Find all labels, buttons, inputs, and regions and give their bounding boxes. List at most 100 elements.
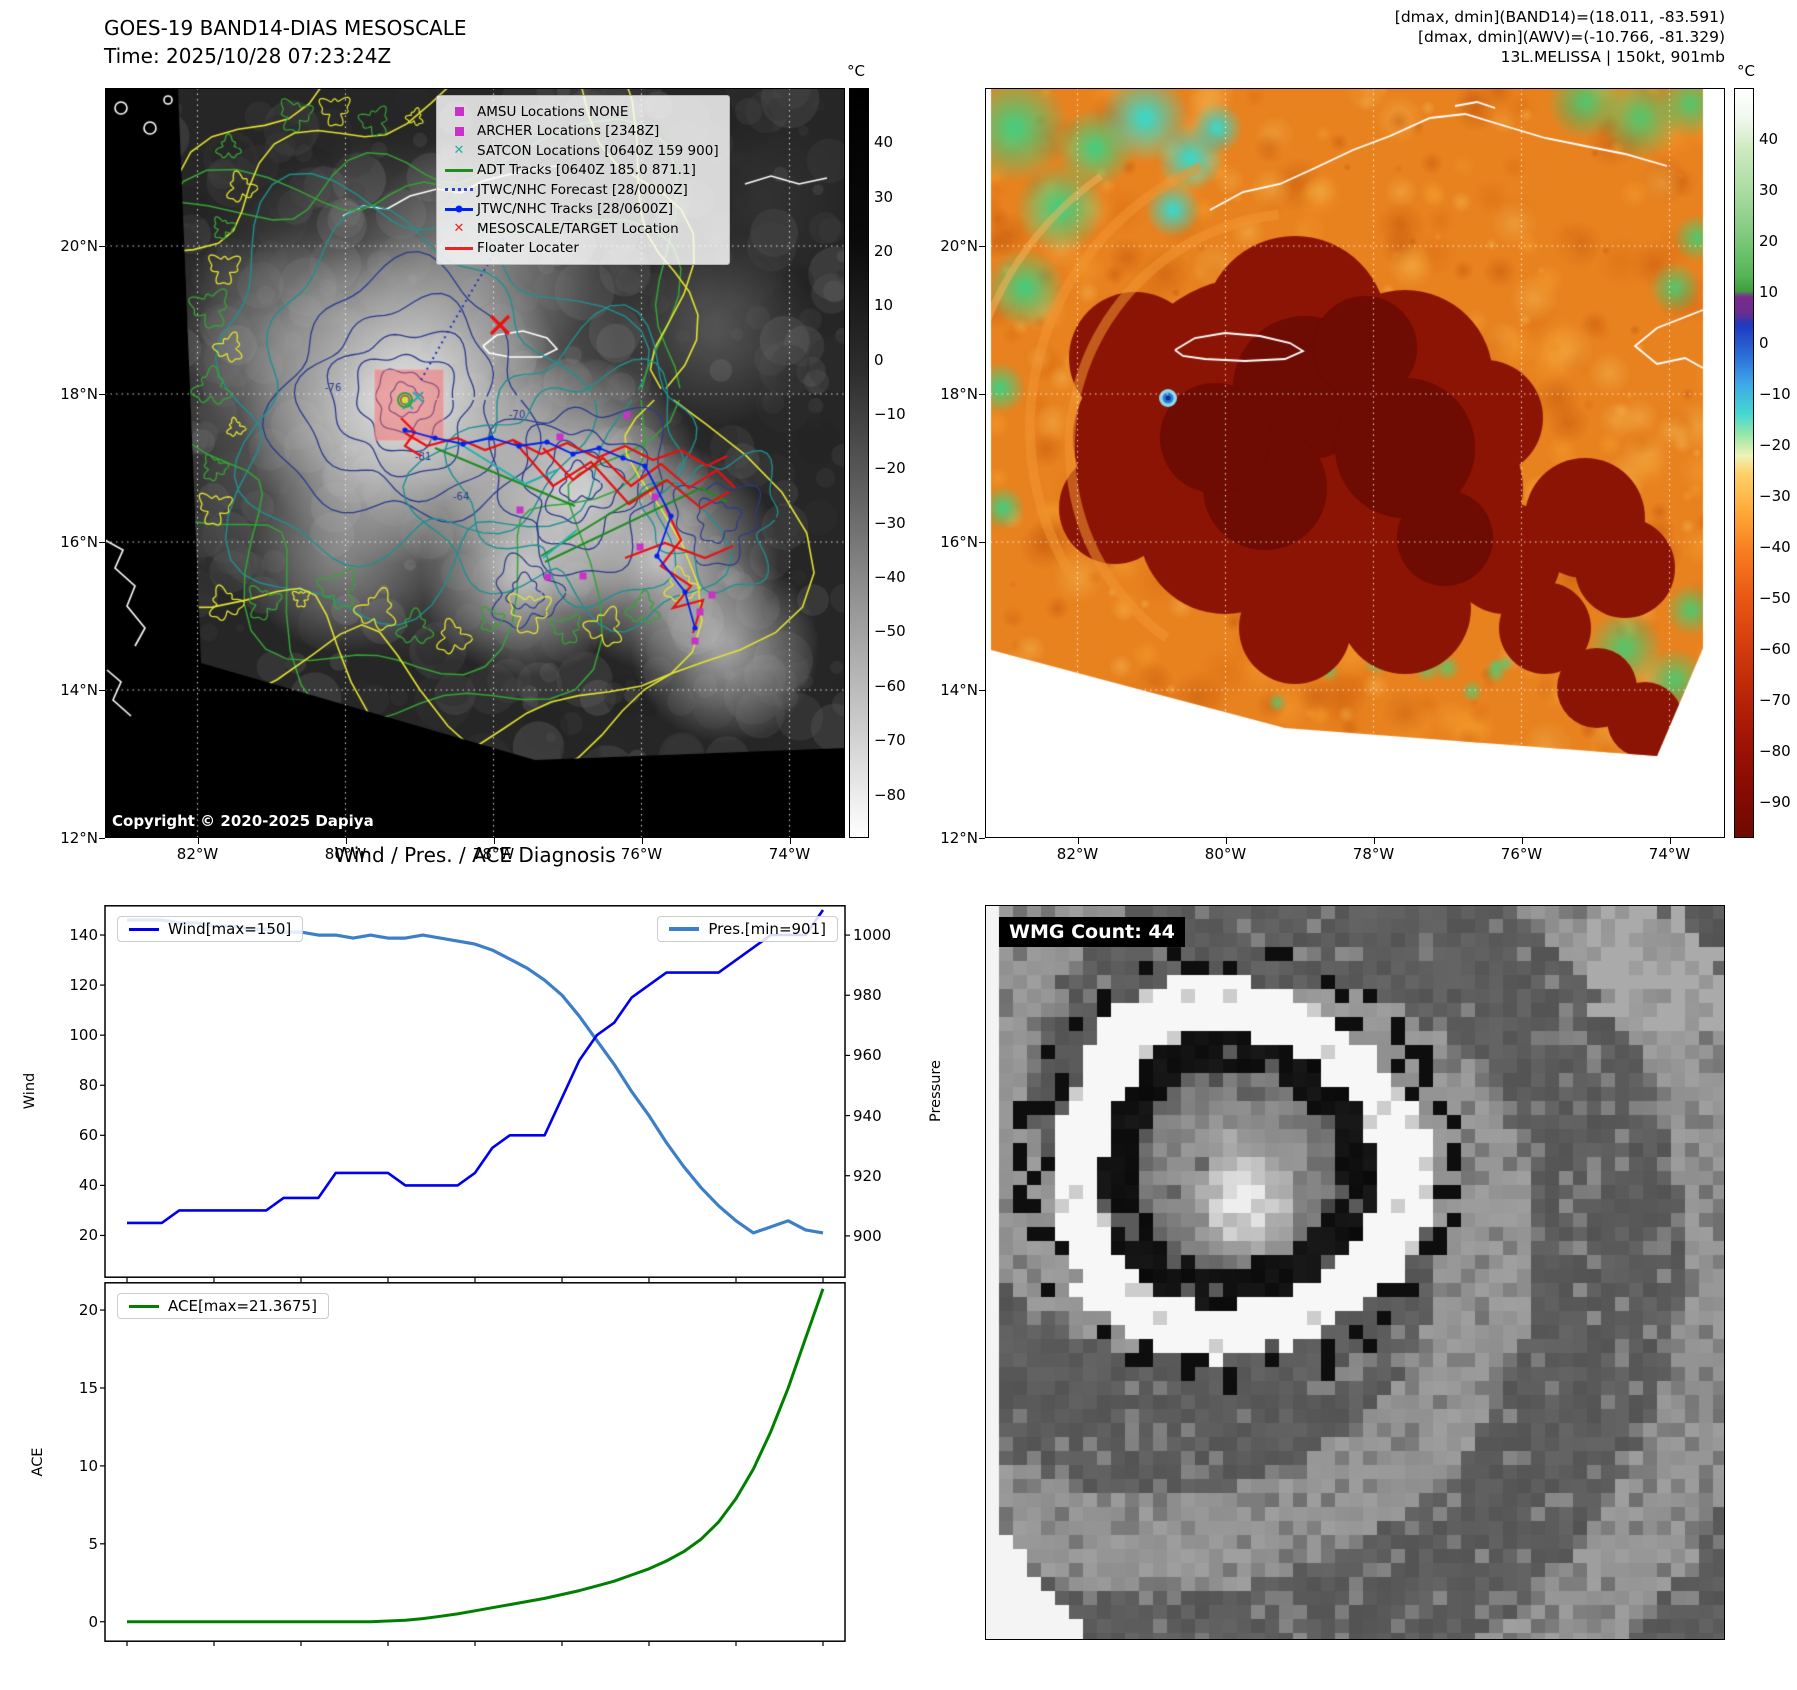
- band14-cbar-tick-9: −50: [874, 622, 906, 641]
- ace-tick-0: 0: [88, 1612, 98, 1631]
- awv-colorbar: [1734, 88, 1754, 838]
- band14-ytick-4: 12°N: [60, 829, 98, 847]
- awv-xtick-0: 82°W: [1056, 845, 1099, 863]
- ace-legend: ACE[max=21.3675]: [117, 1293, 329, 1319]
- axis-tick-mark: [493, 838, 495, 844]
- x-marker-icon: ✕: [453, 221, 465, 237]
- awv-cbar-tick-3: 10: [1759, 283, 1779, 302]
- band14-xtick-0: 82°W: [176, 845, 219, 863]
- axis-tick-mark: [979, 690, 985, 691]
- pressure-tick-960: 960: [853, 1046, 882, 1065]
- line-dot-marker-icon: [441, 205, 477, 213]
- axis-tick-mark: [345, 838, 347, 844]
- axis-tick-mark: [789, 838, 791, 844]
- awv-map-image: [985, 88, 1725, 838]
- awv-cbar-tick-8: −40: [1759, 538, 1791, 557]
- line-marker-icon: [441, 168, 477, 172]
- band14-time: Time: 2025/10/28 07:23:24Z: [104, 44, 392, 68]
- wind-tick-120: 120: [69, 976, 98, 995]
- band14-colorbar-unit: °C: [847, 62, 865, 80]
- band14-legend-label-7: Floater Locater: [477, 240, 579, 257]
- axis-tick-mark: [1669, 838, 1671, 844]
- wind-legend-line-sample: [129, 927, 159, 931]
- pressure-legend: Pres.[min=901]: [657, 916, 838, 942]
- band14-cbar-tick-5: −10: [874, 405, 906, 424]
- band14-legend-item-2: ✕ SATCON Locations [0640Z 159 900]: [441, 141, 719, 161]
- axis-tick-mark: [99, 690, 105, 691]
- awv-cbar-tick-2: 20: [1759, 232, 1779, 251]
- band14-legend-item-0: AMSU Locations NONE: [441, 102, 719, 122]
- band14-cbar-tick-1: 30: [874, 187, 894, 206]
- band14-cbar-tick-0: 40: [874, 133, 894, 152]
- axis-tick-mark: [1225, 838, 1227, 844]
- pressure-legend-label: Pres.[min=901]: [708, 920, 826, 938]
- band14-legend-item-5: JTWC/NHC Tracks [28/0600Z]: [441, 200, 719, 220]
- axis-tick-mark: [1521, 838, 1523, 844]
- ace-legend-label: ACE[max=21.3675]: [168, 1297, 317, 1315]
- pressure-axis-label: Pressure: [928, 1060, 944, 1122]
- line-marker-icon: [441, 246, 477, 250]
- band14-legend-item-7: Floater Locater: [441, 239, 719, 259]
- awv-title-line3: 13L.MELISSA | 150kt, 901mb: [1500, 48, 1725, 66]
- axis-tick-mark: [1077, 838, 1079, 844]
- band14-title: GOES-19 BAND14-DIAS MESOSCALE: [104, 16, 467, 40]
- ace-tick-15: 15: [78, 1378, 98, 1397]
- band14-cbar-tick-3: 10: [874, 296, 894, 315]
- ace-tick-10: 10: [78, 1456, 98, 1475]
- band14-ytick-0: 20°N: [60, 237, 98, 255]
- band14-legend: AMSU Locations NONE ARCHER Locations [234…: [436, 95, 730, 265]
- band14-cbar-tick-2: 20: [874, 242, 894, 261]
- wind-pressure-chart: [100, 905, 850, 1282]
- pressure-tick-1000: 1000: [853, 926, 892, 945]
- wmg-image: [985, 905, 1725, 1640]
- wmg-count-label: WMG Count: 44: [999, 917, 1185, 947]
- awv-title-line2: [dmax, dmin](AWV)=(-10.766, -81.329): [1418, 28, 1725, 46]
- awv-ytick-0: 20°N: [940, 237, 978, 255]
- band14-legend-item-1: ARCHER Locations [2348Z]: [441, 122, 719, 142]
- band14-cbar-tick-6: −20: [874, 459, 906, 478]
- band14-legend-item-3: ADT Tracks [0640Z 185.0 871.1]: [441, 161, 719, 181]
- awv-ytick-3: 14°N: [940, 681, 978, 699]
- axis-tick-mark: [641, 838, 643, 844]
- band14-xtick-1: 80°W: [324, 845, 367, 863]
- awv-cbar-tick-0: 40: [1759, 130, 1779, 149]
- axis-tick-mark: [979, 246, 985, 247]
- band14-cbar-tick-12: −80: [874, 785, 906, 804]
- awv-cbar-tick-7: −30: [1759, 487, 1791, 506]
- axis-tick-mark: [99, 542, 105, 543]
- ace-chart: [100, 1282, 846, 1646]
- wind-tick-140: 140: [69, 926, 98, 945]
- x-marker-icon: ✕: [453, 143, 465, 159]
- awv-ytick-4: 12°N: [940, 829, 978, 847]
- band14-ytick-3: 14°N: [60, 681, 98, 699]
- pressure-tick-900: 900: [853, 1226, 882, 1245]
- awv-cbar-tick-10: −60: [1759, 640, 1791, 659]
- awv-cbar-tick-4: 0: [1759, 334, 1769, 353]
- axis-tick-mark: [197, 838, 199, 844]
- band14-legend-label-1: ARCHER Locations [2348Z]: [477, 123, 660, 140]
- band14-xtick-2: 78°W: [472, 845, 515, 863]
- awv-cbar-tick-5: −10: [1759, 385, 1791, 404]
- band14-cbar-tick-7: −30: [874, 513, 906, 532]
- band14-legend-label-6: MESOSCALE/TARGET Location: [477, 220, 679, 237]
- band14-cbar-tick-11: −70: [874, 731, 906, 750]
- axis-tick-mark: [99, 838, 105, 839]
- ace-legend-line-sample: [129, 1304, 159, 1308]
- awv-xtick-1: 80°W: [1204, 845, 1247, 863]
- awv-ytick-2: 16°N: [940, 533, 978, 551]
- band14-cbar-tick-4: 0: [874, 350, 884, 369]
- wind-tick-20: 20: [78, 1226, 98, 1245]
- awv-cbar-tick-12: −80: [1759, 742, 1791, 761]
- awv-cbar-tick-13: −90: [1759, 793, 1791, 812]
- band14-legend-label-3: ADT Tracks [0640Z 185.0 871.1]: [477, 162, 696, 179]
- awv-xtick-3: 76°W: [1500, 845, 1543, 863]
- band14-xtick-4: 74°W: [768, 845, 811, 863]
- axis-tick-mark: [979, 542, 985, 543]
- wind-legend: Wind[max=150]: [117, 916, 304, 942]
- diagnosis-title: Wind / Pres. / ACE Diagnosis: [334, 843, 616, 867]
- ace-tick-5: 5: [88, 1534, 98, 1553]
- band14-legend-label-0: AMSU Locations NONE: [477, 103, 629, 120]
- awv-cbar-tick-11: −70: [1759, 691, 1791, 710]
- band14-xtick-3: 76°W: [620, 845, 663, 863]
